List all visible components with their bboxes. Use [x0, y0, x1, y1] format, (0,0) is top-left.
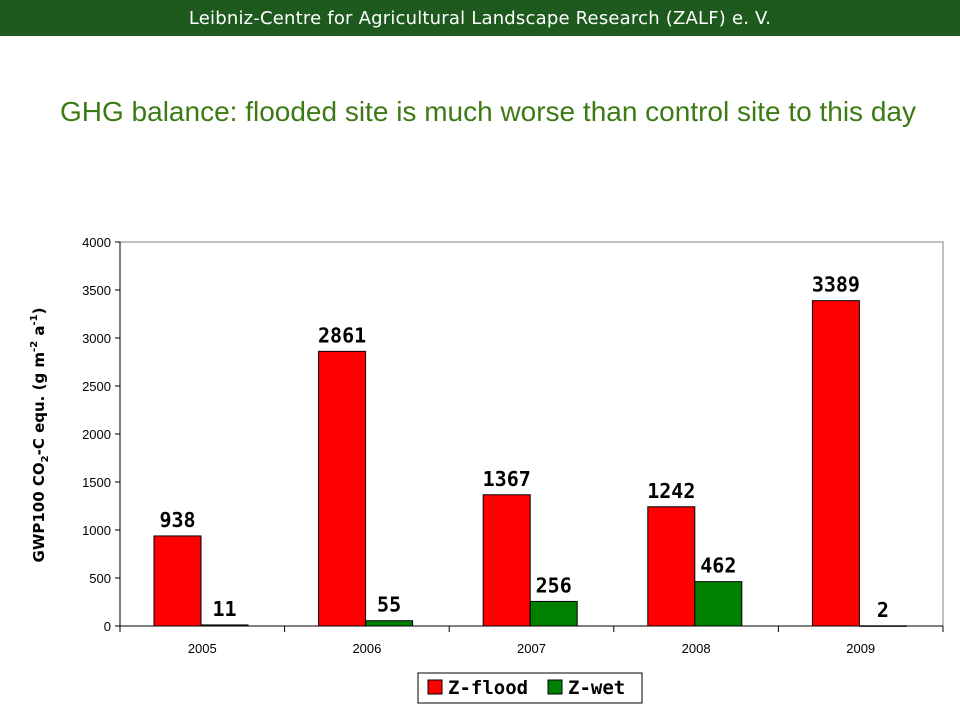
header-bar: Leibniz-Centre for Agricultural Landscap… — [0, 0, 960, 36]
bar-z-wet-2009 — [858, 625, 907, 627]
chart-axes: 0 500 1000 1500 2000 2500 3000 3500 4000 2005 2006… — [82, 235, 944, 656]
bar-value-label: 55 — [377, 593, 401, 617]
slide-title: GHG balance: flooded site is much worse … — [60, 96, 916, 127]
y-tick-label: 1000 — [82, 523, 111, 538]
bar-value-label: 1242 — [647, 479, 695, 503]
legend-label-flood: Z-flood — [448, 677, 528, 699]
x-tick-label: 2006 — [352, 641, 381, 656]
bar-z-flood-2005 — [153, 535, 202, 627]
y-tick-label: 1500 — [82, 475, 111, 490]
y-tick-label: 4000 — [82, 235, 111, 250]
legend-swatch-flood — [427, 679, 443, 695]
header-text: Leibniz-Centre for Agricultural Landscap… — [188, 7, 772, 29]
x-tick-label: 2005 — [188, 641, 217, 656]
bar-value-label: 3389 — [812, 273, 860, 297]
bar-z-flood-2009 — [811, 300, 860, 627]
bar-z-wet-2006 — [365, 620, 414, 627]
legend-box — [417, 672, 643, 704]
bar-value-label: 2 — [877, 598, 889, 622]
legend: Z-flood Z-wet — [417, 672, 643, 704]
bar-value-label: 2861 — [318, 323, 366, 347]
bar-value-label: 1367 — [483, 467, 531, 491]
bar-z-flood-2008 — [647, 506, 696, 627]
bar-value-label: 11 — [212, 597, 236, 621]
bar-z-wet-2005 — [200, 624, 249, 627]
y-axis-label: GWP100 CO2-C equ. (g m-2 a-1) — [29, 308, 51, 563]
x-tick-label: 2009 — [846, 641, 875, 656]
bar-value-label: 256 — [536, 573, 572, 597]
legend-label-wet: Z-wet — [568, 677, 625, 699]
y-tick-label: 2500 — [82, 379, 111, 394]
x-tick-label: 2008 — [682, 641, 711, 656]
x-tick-label: 2007 — [517, 641, 546, 656]
bar-z-wet-2008 — [694, 581, 743, 627]
bar-z-wet-2007 — [529, 600, 578, 627]
y-tick-label: 0 — [104, 619, 111, 634]
bar-z-flood-2007 — [482, 494, 531, 627]
bar-z-flood-2006 — [318, 350, 367, 627]
y-tick-label: 2000 — [82, 427, 111, 442]
y-tick-label: 3500 — [82, 283, 111, 298]
chart-bars: 938 2861 1367 1242 3389 11 55 256 462 2 — [153, 273, 907, 627]
y-tick-label: 3000 — [82, 331, 111, 346]
legend-swatch-wet — [547, 679, 563, 695]
bar-value-label: 462 — [700, 554, 736, 578]
y-tick-label: 500 — [89, 571, 111, 586]
bar-value-label: 938 — [159, 508, 195, 532]
